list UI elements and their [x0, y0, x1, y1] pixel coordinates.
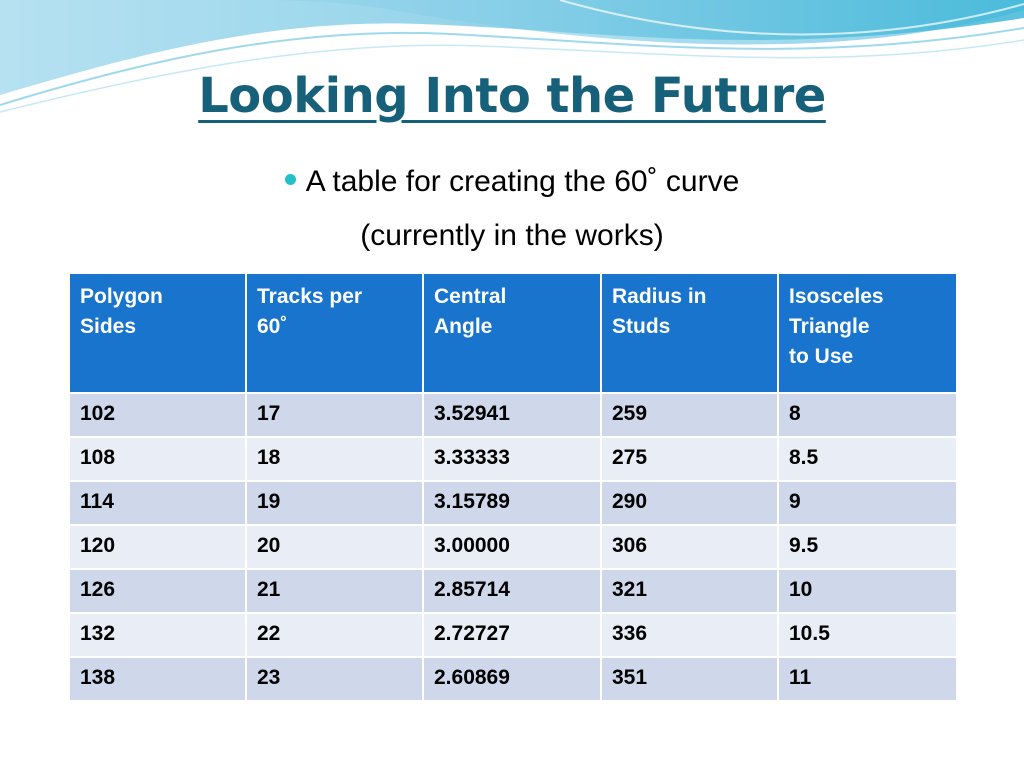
table-cell: 17: [245, 392, 424, 438]
table-cell: 126: [68, 568, 247, 614]
curve-table: Polygon Sides Tracks per 60˚ Central Ang…: [68, 272, 958, 702]
table-cell: 21: [245, 568, 424, 614]
table-cell: 351: [600, 656, 779, 702]
table-cell: 3.15789: [422, 480, 602, 526]
table-cell: 2.60869: [422, 656, 602, 702]
table-cell: 290: [600, 480, 779, 526]
header-isosceles-triangle: Isosceles Triangle to Use: [777, 272, 958, 394]
slide-title-text: Looking Into the Future: [198, 68, 826, 124]
table-cell: 3.00000: [422, 524, 602, 570]
table-cell: 3.52941: [422, 392, 602, 438]
table-cell: 138: [68, 656, 247, 702]
header-central-angle: Central Angle: [422, 272, 602, 394]
table-cell: 22: [245, 612, 424, 658]
header-polygon-sides: Polygon Sides: [68, 272, 247, 394]
table-row: 114 19 3.15789 290 9: [68, 480, 958, 526]
table-row: 108 18 3.33333 275 8.5: [68, 436, 958, 482]
table-cell: 20: [245, 524, 424, 570]
table-cell: 120: [68, 524, 247, 570]
bullet-item: A table for creating the 60˚ curve: [0, 160, 1024, 204]
table-row: 102 17 3.52941 259 8: [68, 392, 958, 438]
table-row: 126 21 2.85714 321 10: [68, 568, 958, 614]
table-row: 138 23 2.60869 351 11: [68, 656, 958, 702]
table-cell: 8.5: [777, 436, 958, 482]
bullet-subtext: (currently in the works): [360, 219, 664, 252]
table-cell: 321: [600, 568, 779, 614]
table-cell: 2.72727: [422, 612, 602, 658]
table-cell: 9: [777, 480, 958, 526]
table-cell: 275: [600, 436, 779, 482]
header-radius-in-studs: Radius in Studs: [600, 272, 779, 394]
slide-title: Looking Into the Future: [0, 68, 1024, 124]
table-cell: 108: [68, 436, 247, 482]
table-cell: 19: [245, 480, 424, 526]
table-cell: 2.85714: [422, 568, 602, 614]
table-cell: 3.33333: [422, 436, 602, 482]
table-cell: 259: [600, 392, 779, 438]
bullet-text: A table for creating the 60˚ curve: [305, 165, 740, 198]
table-header-row: Polygon Sides Tracks per 60˚ Central Ang…: [68, 272, 958, 394]
table-row: 132 22 2.72727 336 10.5: [68, 612, 958, 658]
table-cell: 336: [600, 612, 779, 658]
table-cell: 10.5: [777, 612, 958, 658]
table-cell: 9.5: [777, 524, 958, 570]
table-cell: 102: [68, 392, 247, 438]
header-tracks-per-60: Tracks per 60˚: [245, 272, 424, 394]
table-cell: 10: [777, 568, 958, 614]
header-wave-decoration: [0, 0, 1024, 113]
table-cell: 8: [777, 392, 958, 438]
bullet-dot-icon: [284, 173, 296, 185]
table-cell: 306: [600, 524, 779, 570]
table-cell: 132: [68, 612, 247, 658]
table-cell: 23: [245, 656, 424, 702]
table-cell: 11: [777, 656, 958, 702]
table-cell: 18: [245, 436, 424, 482]
table-cell: 114: [68, 480, 247, 526]
table-row: 120 20 3.00000 306 9.5: [68, 524, 958, 570]
